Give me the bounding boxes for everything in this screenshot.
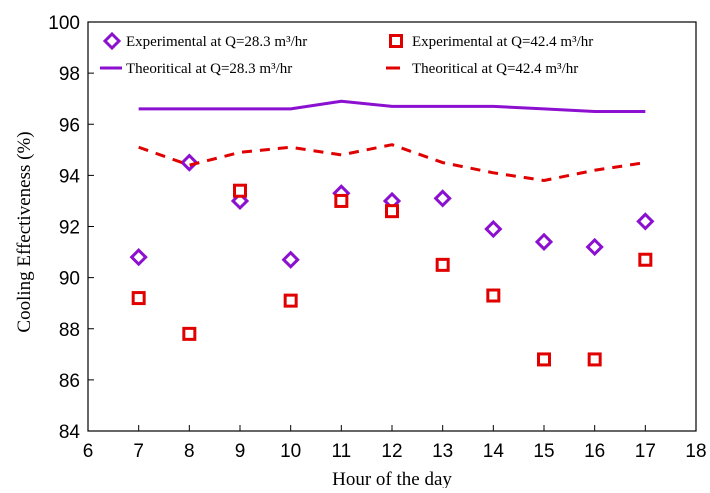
legend-item-2: Theoritical at Q=28.3 m³/hr [100,61,292,77]
tick-labels: 6 7 8 9 10 11 12 13 14 15 16 17 18 84 86 88 90 92 94 96 98 10… [48,13,706,462]
y-tick-label: 92 [59,218,80,239]
plot-frame [87,21,697,432]
data-point [283,293,298,308]
data-point [233,183,247,198]
legend-label: Experimental at Q=42.4 m³/hr [412,34,593,50]
x-tick-label: 15 [533,441,554,462]
y-axis-label: Cooling Effectiveness (%) [14,131,35,332]
data-point [281,250,300,269]
legend-label: Experimental at Q=28.3 m³/hr [126,34,307,50]
legend: Experimental at Q=28.3 m³/hr Experimental… [100,31,593,77]
x-tick-label: 6 [83,441,94,462]
series-2 [138,99,646,113]
y-tick-label: 86 [59,371,80,392]
y-tick-label: 96 [59,115,80,136]
data-point [636,212,655,231]
data-point [486,288,501,303]
series-line [138,143,646,182]
series-layer [129,99,655,367]
y-tick-label: 98 [59,64,80,85]
x-tick-label: 17 [635,441,656,462]
axes [87,21,697,432]
series-3 [138,143,646,182]
data-point [587,352,602,367]
x-tick-label: 14 [483,441,505,462]
data-point [638,252,653,267]
data-point [433,189,452,208]
data-point [435,257,450,272]
y-tick-label: 88 [59,320,80,341]
data-point [182,326,197,341]
series-0 [129,153,655,269]
data-point [385,204,399,219]
series-line [138,99,646,113]
data-point [534,232,554,251]
x-tick-label: 13 [432,441,453,462]
x-tick-label: 16 [584,441,605,462]
x-tick-label: 9 [235,441,246,462]
y-tick-label: 84 [59,422,81,443]
legend-item-1: Experimental at Q=42.4 m³/hr [389,34,593,50]
legend-label: Theoritical at Q=28.3 m³/hr [126,61,292,77]
data-point [129,248,148,267]
x-axis-label: Hour of the day [332,469,452,488]
legend-label: Theoritical at Q=42.4 m³/hr [412,61,578,77]
legend-swatch [102,31,122,51]
data-point [180,153,199,172]
y-tick-label: 100 [48,13,80,34]
x-tick-label: 11 [331,441,351,462]
series-1 [131,183,653,367]
legend-swatch [389,34,403,48]
y-tick-label: 90 [59,269,80,290]
legend-item-0: Experimental at Q=28.3 m³/hr [102,31,307,51]
x-tick-label: 7 [133,441,144,462]
x-tick-label: 8 [184,441,195,462]
legend-item-3: Theoritical at Q=42.4 m³/hr [386,61,578,77]
x-tick-label: 12 [381,441,402,462]
data-point [537,352,551,367]
x-tick-label: 10 [280,441,301,462]
y-tick-label: 94 [59,166,81,187]
data-point [484,219,503,239]
data-point [131,291,146,306]
x-tick-label: 18 [685,441,706,462]
data-point [585,237,604,257]
data-point [334,193,349,208]
